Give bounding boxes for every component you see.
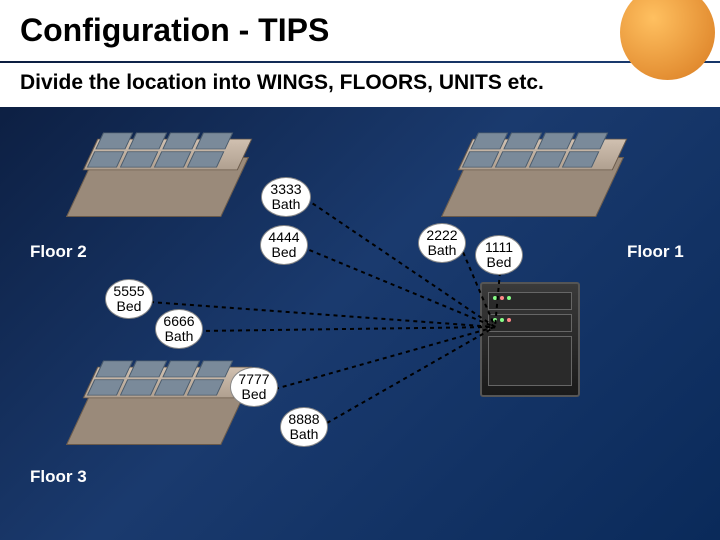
bubble-num: 1111 — [485, 240, 513, 255]
bubble-num: 6666 — [163, 314, 194, 329]
bubble-num: 5555 — [113, 284, 144, 299]
bubble-4444-bed: 4444 Bed — [260, 225, 308, 265]
label-floor1: Floor 1 — [627, 242, 684, 262]
bubble-type: Bath — [290, 427, 319, 442]
bubble-type: Bed — [117, 299, 142, 314]
bubble-3333-bath: 3333 Bath — [261, 177, 311, 217]
connection-lines — [0, 107, 720, 517]
bubble-type: Bath — [428, 243, 457, 258]
bubble-1111-bed: 1111 Bed — [475, 235, 523, 275]
bubble-7777-bed: 7777 Bed — [230, 367, 278, 407]
bubble-type: Bed — [272, 245, 297, 260]
bubble-num: 3333 — [270, 182, 301, 197]
bubble-8888-bath: 8888 Bath — [280, 407, 328, 447]
bubble-5555-bed: 5555 Bed — [105, 279, 153, 319]
title-bar: Configuration - TIPS — [0, 0, 720, 61]
bubble-type: Bath — [165, 329, 194, 344]
bubble-2222-bath: 2222 Bath — [418, 223, 466, 263]
bubble-type: Bed — [487, 255, 512, 270]
bubble-num: 7777 — [238, 372, 269, 387]
subtitle-bar: Divide the location into WINGS, FLOORS, … — [0, 63, 720, 107]
diagram-canvas: Floor 2 Floor 1 Floor 3 — [0, 107, 720, 517]
bubble-6666-bath: 6666 Bath — [155, 309, 203, 349]
page-subtitle: Divide the location into WINGS, FLOORS, … — [20, 71, 700, 95]
bubble-type: Bath — [272, 197, 301, 212]
label-floor3: Floor 3 — [30, 467, 87, 487]
bubble-num: 4444 — [268, 230, 299, 245]
page-title: Configuration - TIPS — [20, 12, 700, 49]
bubble-num: 8888 — [288, 412, 319, 427]
label-floor2: Floor 2 — [30, 242, 87, 262]
bubble-type: Bed — [242, 387, 267, 402]
bubble-num: 2222 — [426, 228, 457, 243]
